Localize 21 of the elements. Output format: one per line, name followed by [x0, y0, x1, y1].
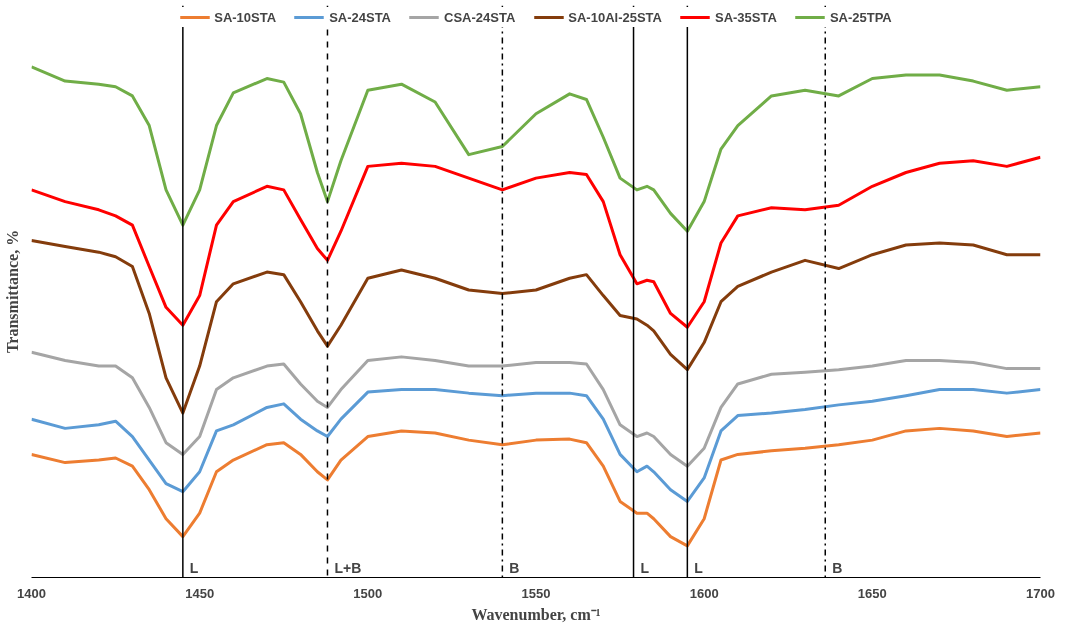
- legend-label: SA-35STA: [714, 9, 777, 25]
- x-tick-label: 1450: [185, 585, 215, 601]
- x-axis-title: Wavenumber, cm⁻¹: [471, 605, 601, 623]
- y-axis-title: Transmittance, %: [3, 229, 21, 354]
- legend-label: CSA-24STA: [444, 9, 516, 25]
- x-tick-label: 1650: [857, 585, 887, 601]
- legend-label: SA-10Al-25STA: [568, 9, 662, 25]
- x-tick-label: 1600: [689, 585, 719, 601]
- x-tick-label: 1550: [521, 585, 551, 601]
- x-tick-label: 1500: [353, 585, 383, 601]
- ref-line-label: B: [832, 559, 843, 576]
- ref-line-label: L: [189, 559, 199, 576]
- x-tick-label: 1400: [17, 585, 46, 601]
- ref-line-label: L+B: [334, 559, 362, 576]
- legend-label: SA-24STA: [329, 9, 392, 25]
- x-tick-label: 1700: [1026, 585, 1055, 601]
- ref-line-label: L: [694, 559, 704, 576]
- ref-line-label: B: [509, 559, 520, 576]
- ref-line-label: L: [640, 559, 650, 576]
- legend-label: SA-10STA: [214, 9, 277, 25]
- legend-label: SA-25TPA: [829, 9, 892, 25]
